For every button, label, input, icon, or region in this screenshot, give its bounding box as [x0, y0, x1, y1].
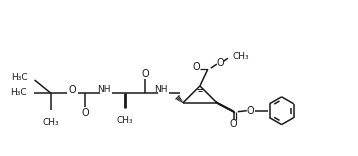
Text: O: O: [192, 62, 200, 72]
Text: H₃C: H₃C: [11, 73, 28, 81]
Text: O: O: [141, 69, 149, 79]
Text: NH: NH: [97, 85, 111, 94]
Polygon shape: [216, 102, 235, 113]
Text: O: O: [216, 58, 224, 68]
Text: O: O: [247, 106, 255, 116]
Text: H₃C: H₃C: [10, 88, 26, 97]
Text: CH₃: CH₃: [117, 116, 134, 125]
Text: CH₃: CH₃: [233, 52, 250, 61]
Text: O: O: [69, 85, 76, 95]
Text: CH₃: CH₃: [42, 118, 59, 127]
Text: O: O: [230, 119, 238, 129]
Text: O: O: [82, 108, 89, 118]
Text: NH: NH: [154, 85, 168, 94]
